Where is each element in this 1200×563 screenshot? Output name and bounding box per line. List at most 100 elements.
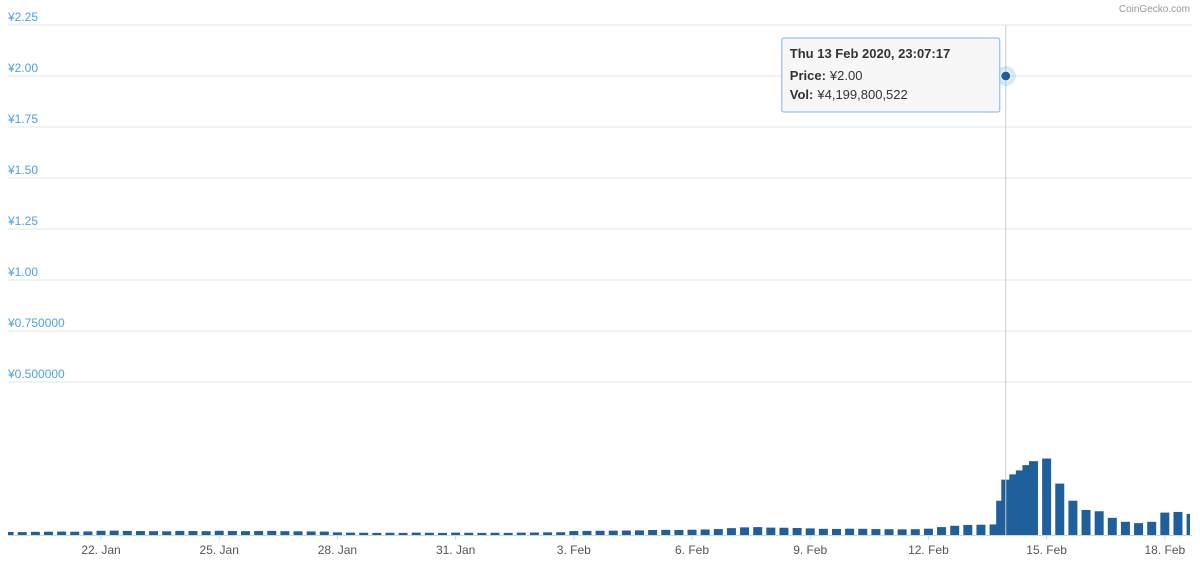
y-tick-label: ¥0.750000 (7, 316, 65, 330)
volume-bar (1009, 474, 1019, 535)
volume-bar (43, 531, 53, 535)
volume-bar (529, 532, 539, 535)
volume-bar (700, 529, 710, 535)
volume-bar (1081, 509, 1091, 535)
volume-bar (897, 529, 907, 535)
volume-bar (424, 532, 434, 535)
volume-bar (805, 528, 815, 535)
volume-bar (96, 530, 106, 535)
grid (8, 24, 1192, 536)
volume-bar (57, 531, 67, 535)
volume-bar (332, 532, 342, 535)
volume-bar (214, 530, 224, 535)
tooltip-value: ¥2.00 (829, 68, 863, 83)
volume-bar (464, 532, 474, 535)
volume-bar (792, 528, 802, 535)
volume-bar (621, 530, 631, 535)
volume-bars (8, 458, 1190, 535)
y-tick-label: ¥1.75 (7, 112, 38, 126)
volume-bar (109, 530, 119, 535)
volume-bar (306, 531, 316, 535)
volume-bar (1042, 458, 1052, 535)
volume-bar (910, 529, 920, 535)
volume-bar (149, 531, 159, 535)
volume-bar (726, 528, 736, 535)
volume-bar (8, 531, 14, 535)
x-tick-label: 9. Feb (793, 543, 827, 557)
volume-bar (923, 528, 933, 535)
volume-bar (188, 531, 198, 535)
volume-bar (201, 531, 211, 535)
x-tick-label: 25. Jan (200, 543, 239, 557)
volume-bar (608, 530, 618, 535)
volume-bar (254, 531, 264, 535)
volume-bar (963, 524, 973, 535)
volume-bar (674, 529, 684, 535)
volume-bar (831, 528, 841, 535)
y-tick-label: ¥2.00 (7, 61, 38, 75)
x-tick-label: 12. Feb (908, 543, 949, 557)
volume-bar (175, 530, 185, 535)
tooltip-label: Vol: (790, 87, 814, 102)
x-tick-label: 15. Feb (1026, 543, 1067, 557)
volume-bar (569, 531, 579, 535)
volume-bar (1147, 521, 1157, 535)
volume-bar (1173, 511, 1183, 535)
y-tick-label: ¥1.25 (7, 214, 38, 228)
volume-bar (937, 527, 947, 535)
tooltip-title: Thu 13 Feb 2020, 23:07:17 (790, 46, 950, 61)
volume-bar (385, 532, 395, 535)
x-tick-label: 28. Jan (318, 543, 357, 557)
volume-bar (634, 530, 644, 535)
volume-bar (753, 527, 763, 535)
volume-bar (543, 532, 553, 535)
volume-bar (83, 531, 93, 535)
volume-bar (740, 527, 750, 535)
volume-bar (766, 527, 776, 535)
volume-bar (437, 532, 447, 535)
volume-bar (227, 531, 237, 535)
volume-bar (1134, 523, 1144, 535)
volume-bar (70, 531, 80, 535)
volume-bar (451, 532, 461, 535)
volume-bar (267, 530, 277, 535)
volume-bar (398, 532, 408, 535)
volume-bar (556, 532, 566, 535)
volume-bar (293, 531, 303, 535)
volume-bar (661, 529, 671, 535)
volume-bar (372, 532, 382, 535)
volume-bar (30, 531, 40, 535)
volume-bar (858, 528, 868, 535)
volume-bar (871, 529, 881, 535)
y-axis: ¥0.500000 ¥0.750000 ¥1.00 ¥1.25 ¥1.50 ¥1.75 ¥2… (7, 10, 65, 381)
volume-bar (845, 528, 855, 535)
volume-bar (411, 532, 421, 535)
volume-bar (240, 531, 250, 535)
tooltip-row: Vol: ¥4,199,800,522 (790, 87, 908, 102)
tooltip-box (781, 37, 1001, 113)
volume-bar (319, 531, 329, 535)
volume-bar (818, 528, 828, 535)
volume-bar (648, 529, 658, 535)
tooltip-value: ¥4,199,800,522 (816, 87, 907, 102)
volume-bar (503, 532, 513, 535)
volume-bar (1160, 512, 1170, 535)
volume-bar (989, 524, 999, 535)
x-tick-label: 31. Jan (436, 543, 475, 557)
volume-bar (122, 530, 132, 535)
y-tick-label: ¥0.500000 (7, 367, 65, 381)
volume-bar (490, 532, 500, 535)
volume-bar (477, 532, 487, 535)
y-tick-label: ¥2.25 (7, 10, 38, 24)
volume-bar (359, 532, 369, 535)
volume-bar (996, 500, 1006, 535)
volume-bar (162, 531, 172, 535)
volume-bar (713, 529, 723, 535)
volume-bar (1015, 470, 1025, 535)
volume-bar (1186, 513, 1190, 535)
hover: Thu 13 Feb 2020, 23:07:17 Price: ¥2.00 Vol:… (781, 25, 1016, 535)
volume-bar (595, 530, 605, 535)
volume-bar (1068, 500, 1078, 535)
volume-bar (1094, 511, 1104, 535)
